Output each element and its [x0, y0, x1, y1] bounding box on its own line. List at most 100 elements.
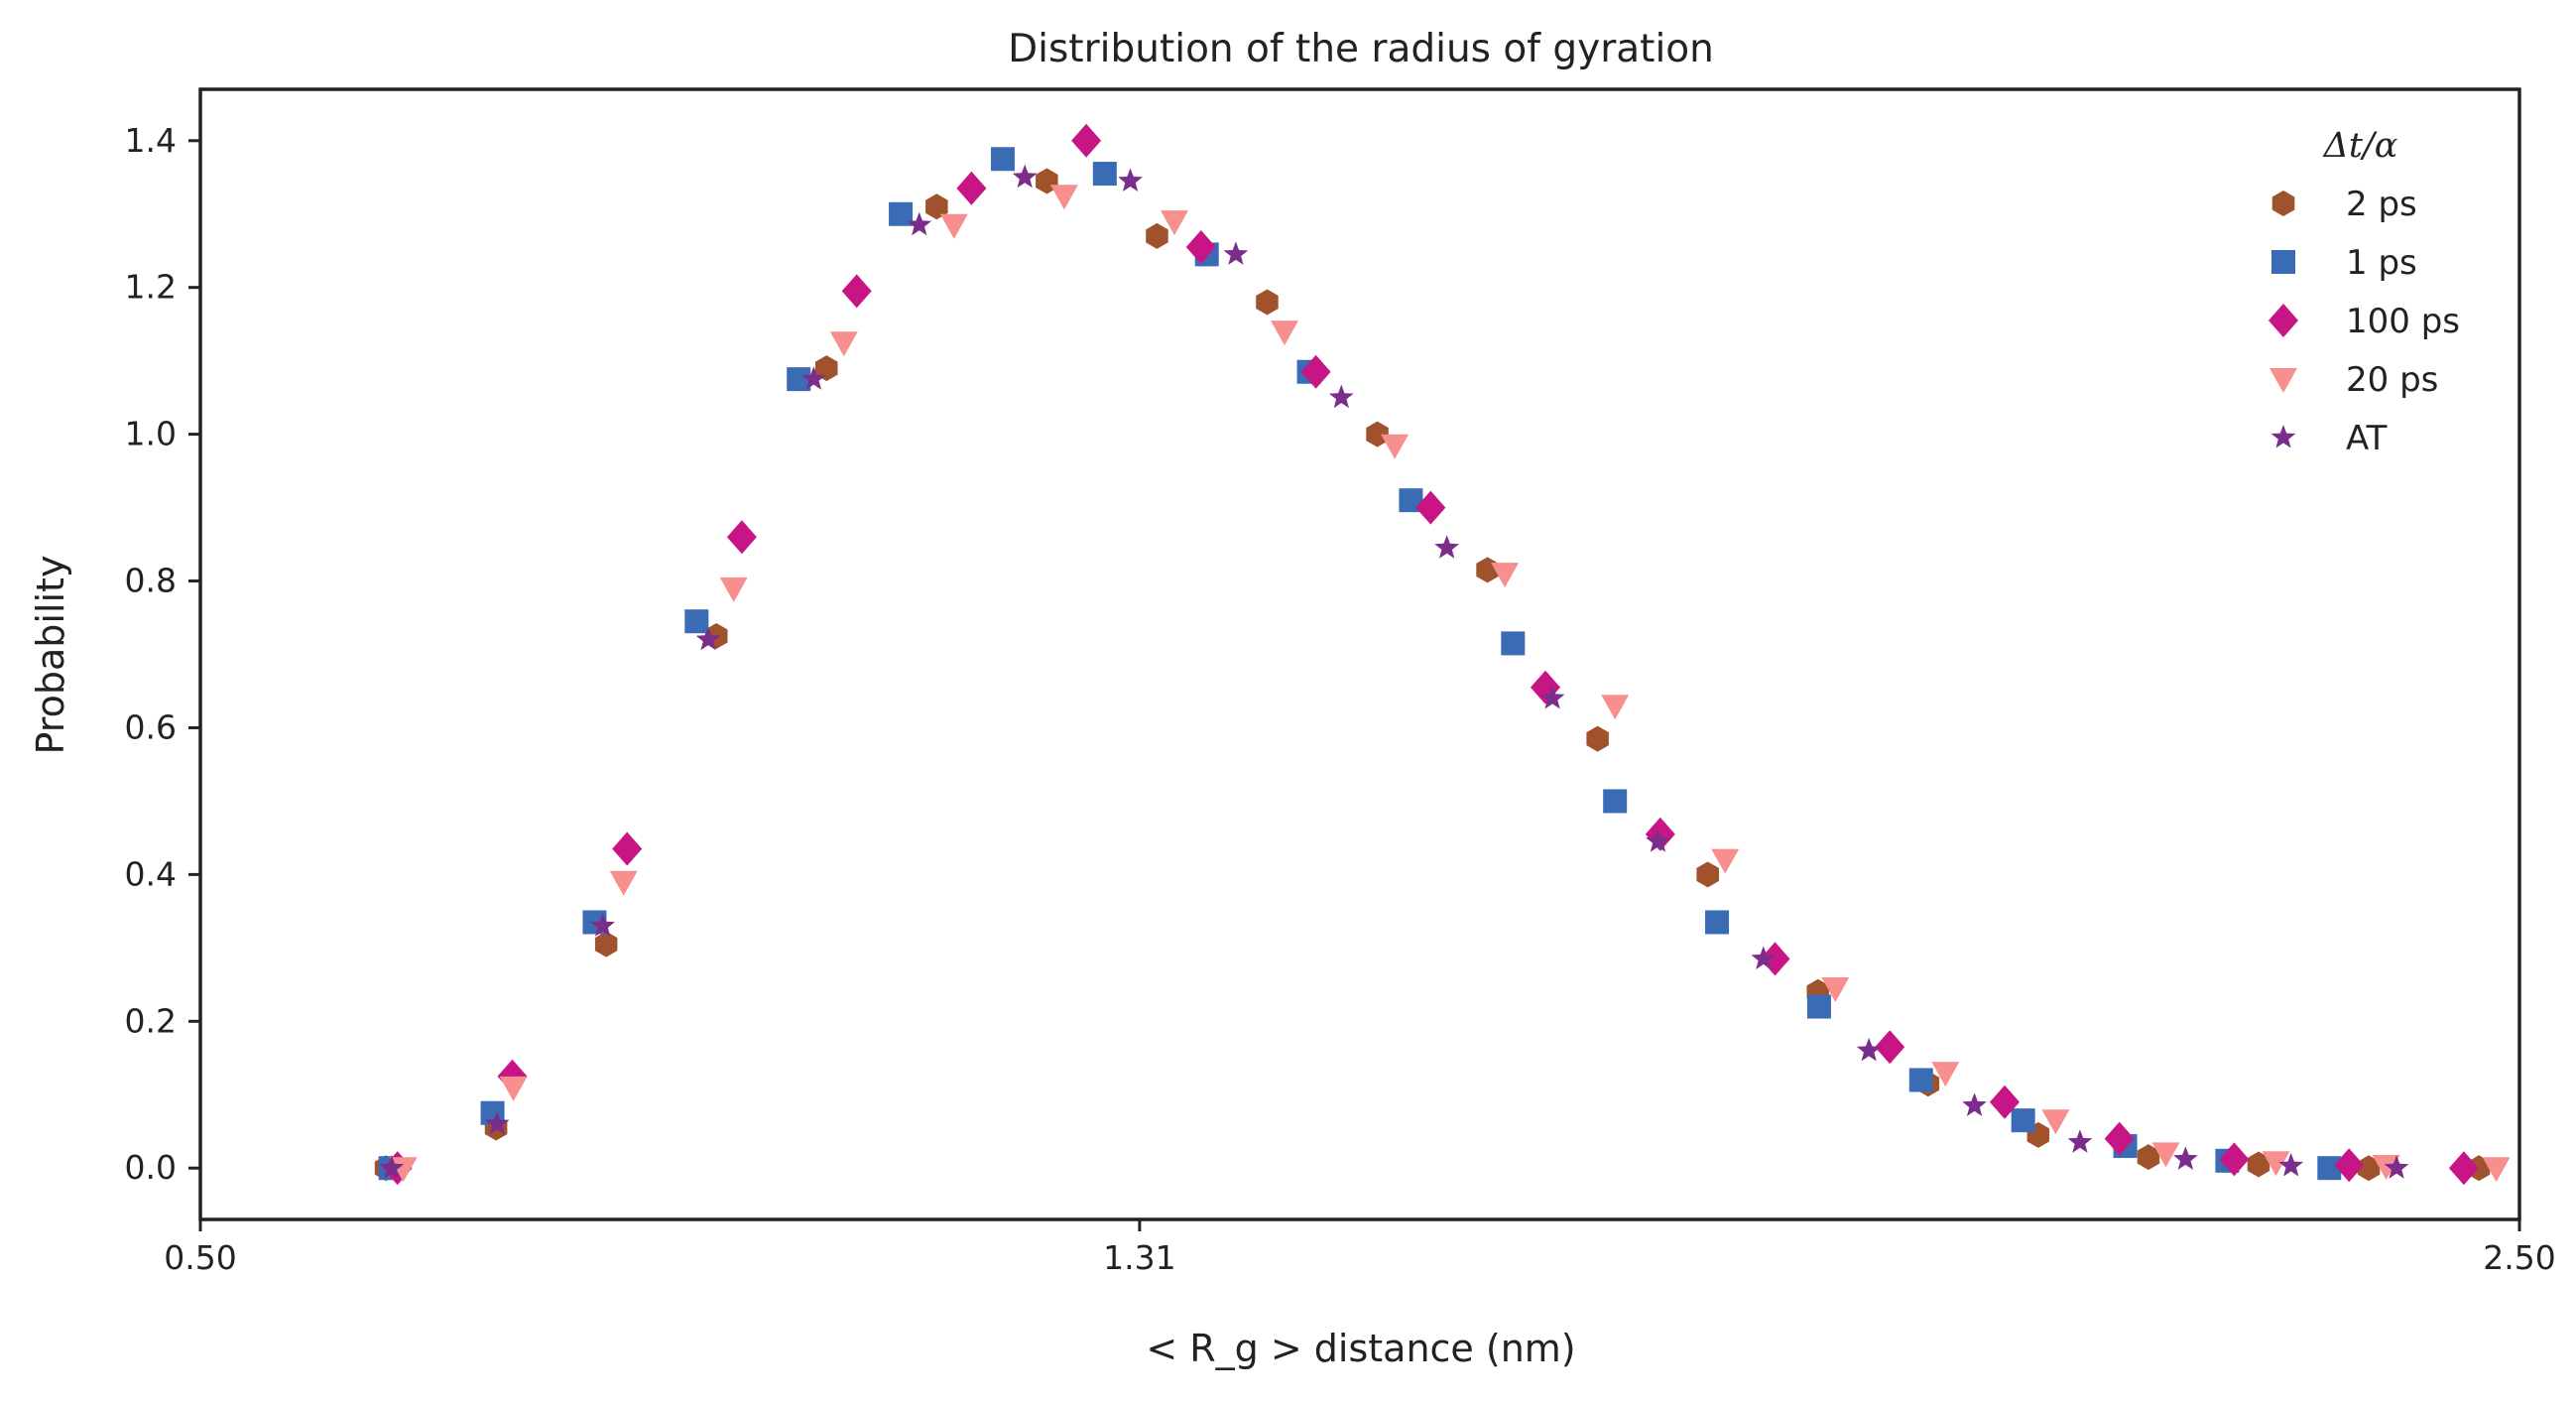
- data-point: [2262, 1151, 2290, 1177]
- data-point: [1821, 977, 1850, 1002]
- y-tick-label: 1.4: [125, 121, 177, 160]
- data-point: [939, 213, 968, 239]
- legend-entry-label: 100 ps: [2346, 302, 2460, 341]
- legend-entry-label: 2 ps: [2346, 185, 2417, 224]
- data-point: [1071, 123, 1102, 158]
- data-point: [1012, 164, 1038, 189]
- legend-title: Δt/α: [2322, 126, 2398, 166]
- legend: Δt/α 2 ps 1 ps 100 ps 20 ps AT: [2269, 126, 2460, 458]
- data-point: [829, 331, 858, 357]
- legend-marker: [2270, 425, 2296, 448]
- x-axis-label: < R_g > distance (nm): [1146, 1327, 1575, 1370]
- data-point: [2011, 1108, 2035, 1133]
- x-tick-label: 2.50: [2483, 1238, 2555, 1277]
- y-axis-label: Probability: [29, 556, 72, 755]
- data-point: [609, 870, 638, 896]
- legend-marker: [2271, 250, 2295, 274]
- data-point: [907, 211, 932, 236]
- series-4: [379, 164, 2409, 1179]
- data-point: [484, 1110, 510, 1135]
- data-point: [801, 366, 826, 390]
- data-point: [1705, 910, 1730, 935]
- data-point: [2041, 1109, 2070, 1135]
- data-point: [1856, 1037, 1882, 1062]
- data-point: [1806, 994, 1831, 1019]
- data-point: [2334, 1148, 2365, 1183]
- plot-frame: [198, 87, 2521, 1221]
- data-point: [925, 193, 948, 220]
- data-point: [956, 171, 987, 205]
- y-tick-label: 0.2: [125, 1001, 177, 1040]
- data-point: [1491, 563, 1520, 588]
- data-point: [379, 1155, 405, 1179]
- data-point: [1328, 384, 1354, 409]
- data-point: [590, 913, 615, 937]
- data-point: [2247, 1151, 2270, 1178]
- data-point: [2372, 1155, 2400, 1180]
- legend-marker: [2269, 304, 2298, 337]
- data-point: [1875, 1030, 1905, 1065]
- data-point: [1271, 320, 1298, 346]
- data-point: [2104, 1121, 2135, 1156]
- data-point: [1962, 1092, 1987, 1116]
- x-tick-label: 1.31: [1103, 1238, 1175, 1277]
- data-point: [1501, 631, 1526, 656]
- data-point: [1931, 1062, 1960, 1087]
- data-point: [1760, 942, 1790, 976]
- data-point: [719, 576, 748, 602]
- y-tick-label: 0.4: [125, 854, 177, 893]
- data-point: [1711, 848, 1740, 874]
- data-point: [1415, 490, 1446, 525]
- data-point: [990, 147, 1015, 172]
- data-point: [1300, 354, 1331, 389]
- data-point: [2067, 1129, 2093, 1153]
- data-point: [726, 520, 757, 555]
- data-point: [695, 626, 721, 651]
- data-point: [1646, 829, 1670, 852]
- data-point: [1908, 1068, 1933, 1092]
- data-point: [1601, 695, 1630, 720]
- data-point: [1434, 535, 1459, 559]
- data-point: [2173, 1146, 2198, 1170]
- data-point: [1185, 230, 1216, 264]
- data-point: [1586, 725, 1609, 752]
- series-1: [378, 147, 2342, 1181]
- data-point: [2219, 1142, 2250, 1177]
- data-point: [1381, 434, 1410, 459]
- series-0: [374, 168, 2491, 1182]
- data-point: [594, 931, 618, 958]
- y-tick-label: 1.0: [125, 415, 177, 453]
- chart-title: Distribution of the radius of gyration: [1008, 27, 1714, 71]
- data-point: [1603, 789, 1628, 814]
- y-tick-label: 0.0: [125, 1148, 177, 1187]
- x-tick-label: 0.50: [164, 1238, 236, 1277]
- data-point: [684, 609, 709, 634]
- data-point: [1990, 1085, 2020, 1119]
- data-point: [2151, 1142, 2180, 1168]
- x-axis-ticks: 0.50 1.31 2.50: [164, 1219, 2556, 1277]
- y-tick-label: 0.6: [125, 707, 177, 746]
- data-point: [1696, 861, 1719, 888]
- data-point: [1539, 685, 1565, 709]
- legend-entry-label: 20 ps: [2346, 360, 2438, 400]
- legend-marker: [2271, 191, 2295, 216]
- y-axis-ticks: 0.0 0.2 0.4 0.6 0.8 1.0 1.2 1.4: [125, 121, 200, 1187]
- data-point: [841, 274, 872, 309]
- data-point: [612, 831, 643, 866]
- data-point: [2357, 1155, 2381, 1182]
- data-point: [2278, 1153, 2304, 1177]
- data-point: [815, 355, 838, 382]
- plot-points: [374, 123, 2511, 1186]
- data-point: [1146, 222, 1168, 249]
- data-point: [2137, 1144, 2160, 1171]
- data-point: [1366, 421, 1389, 447]
- data-point: [499, 1076, 528, 1101]
- data-point: [2384, 1155, 2409, 1179]
- series-3: [389, 185, 2511, 1183]
- data-point: [2482, 1157, 2511, 1183]
- data-point: [1223, 241, 1249, 265]
- data-point: [1118, 168, 1143, 192]
- data-point: [1161, 210, 1188, 236]
- data-point: [1256, 289, 1279, 316]
